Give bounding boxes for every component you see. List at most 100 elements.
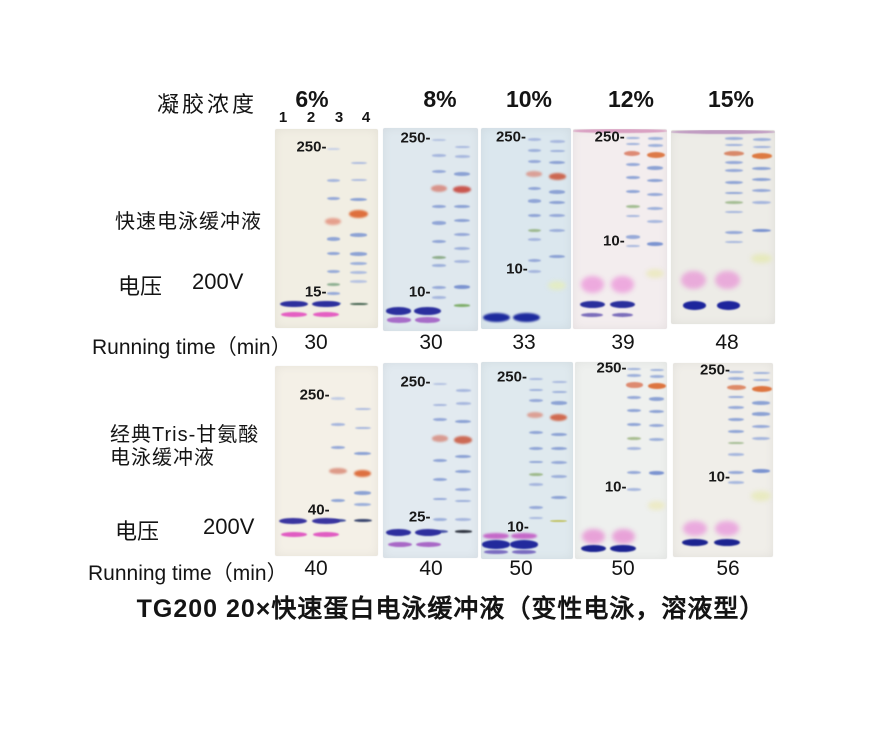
gel-band <box>527 259 542 263</box>
gel-band <box>609 300 636 308</box>
gel-band <box>751 386 772 393</box>
concentration-value: 8% <box>423 86 457 112</box>
gel-band <box>549 189 565 194</box>
gel-band <box>527 149 542 152</box>
gel-band <box>350 262 367 266</box>
gel-band <box>752 189 771 193</box>
gel-band <box>611 529 635 545</box>
gel-band <box>627 488 642 491</box>
molecular-weight-marker-label: 250- <box>400 129 431 147</box>
gel-band <box>526 171 542 177</box>
gel-band <box>351 178 367 182</box>
molecular-weight-marker-label: 250- <box>594 129 625 146</box>
gel-band <box>752 437 770 440</box>
gel-band <box>648 144 664 147</box>
gel-band <box>528 399 543 403</box>
gel-band <box>432 255 446 259</box>
gel-band <box>483 550 508 554</box>
gel-band <box>354 502 371 506</box>
molecular-weight-marker-label: 10- <box>506 260 528 278</box>
gel-band <box>350 302 368 305</box>
gel-band <box>646 269 665 278</box>
gel-band <box>454 218 471 223</box>
gel-band <box>550 432 567 437</box>
gel-band <box>725 201 743 205</box>
gel-band <box>510 540 539 549</box>
molecular-weight-marker-label: 250- <box>299 387 330 405</box>
gel-band <box>671 130 775 134</box>
gel-band <box>454 260 471 264</box>
gel-band <box>432 296 446 299</box>
gel-band <box>385 529 412 536</box>
running-time-value: 33 <box>512 331 536 354</box>
gel-band <box>326 196 340 200</box>
gel-band <box>350 197 367 202</box>
gel-band <box>728 395 744 399</box>
gel-band <box>528 516 543 520</box>
gel-band <box>550 495 567 500</box>
gel-panel-row2-15%: 250- 10- <box>673 363 773 557</box>
gel-band <box>326 147 340 151</box>
buffer-label-classic-line1: 经典Tris-甘氨酸 <box>110 424 260 446</box>
gel-band <box>625 176 640 179</box>
gel-band <box>549 214 565 218</box>
gel-band <box>550 401 567 405</box>
gel-band <box>627 471 642 475</box>
gel-band <box>313 312 339 318</box>
gel-band <box>725 230 743 234</box>
gel-band <box>432 138 446 141</box>
gel-band <box>648 438 665 442</box>
gel-band <box>454 172 471 176</box>
gel-band <box>549 160 565 164</box>
gel-band <box>527 138 542 141</box>
gel-band <box>625 190 640 193</box>
gel-band <box>433 478 447 482</box>
gel-band <box>351 161 367 165</box>
gel-band <box>326 252 340 256</box>
gel-band <box>432 169 446 173</box>
molecular-weight-marker-label: 10- <box>408 284 431 302</box>
gel-band <box>415 529 441 536</box>
gel-band <box>725 143 743 147</box>
gel-band <box>454 304 471 307</box>
gel-panel-row1-15% <box>671 130 775 324</box>
lane-number: 1 <box>278 109 288 126</box>
gel-band <box>455 454 472 459</box>
gel-band <box>609 544 636 553</box>
gel-band <box>281 531 307 537</box>
voltage-label: 电压 <box>115 519 160 544</box>
gel-band <box>648 409 665 413</box>
gel-panel-row2-6%: 250- 40- <box>275 366 378 556</box>
gel-band <box>751 152 773 159</box>
concentration-value: 10% <box>505 86 553 112</box>
gel-band <box>326 237 340 241</box>
gel-band <box>647 242 664 246</box>
gel-band <box>433 518 447 521</box>
gel-band <box>725 169 743 172</box>
gel-band <box>433 417 447 421</box>
gel-band <box>753 145 771 149</box>
gel-band <box>648 383 666 390</box>
gel-band <box>430 184 448 192</box>
voltage-value: 200V <box>203 514 255 539</box>
gel-band <box>580 544 607 553</box>
gel-band <box>752 201 771 205</box>
gel-band <box>433 458 447 462</box>
gel-band <box>354 451 371 456</box>
gel-band <box>625 235 640 239</box>
gel-band <box>527 159 542 163</box>
gel-band <box>726 384 746 391</box>
gel-band <box>573 129 667 133</box>
gel-band <box>330 423 346 426</box>
gel-band <box>281 312 307 318</box>
gel-band <box>647 220 664 223</box>
gel-band <box>454 233 471 237</box>
gel-band <box>455 499 472 503</box>
molecular-weight-marker-label: 10- <box>507 519 529 537</box>
gel-band <box>453 185 472 194</box>
gel-band <box>582 529 606 545</box>
gel-band <box>432 154 446 157</box>
gel-band <box>627 447 642 450</box>
gel-band <box>349 209 368 218</box>
gel-band <box>355 407 371 411</box>
